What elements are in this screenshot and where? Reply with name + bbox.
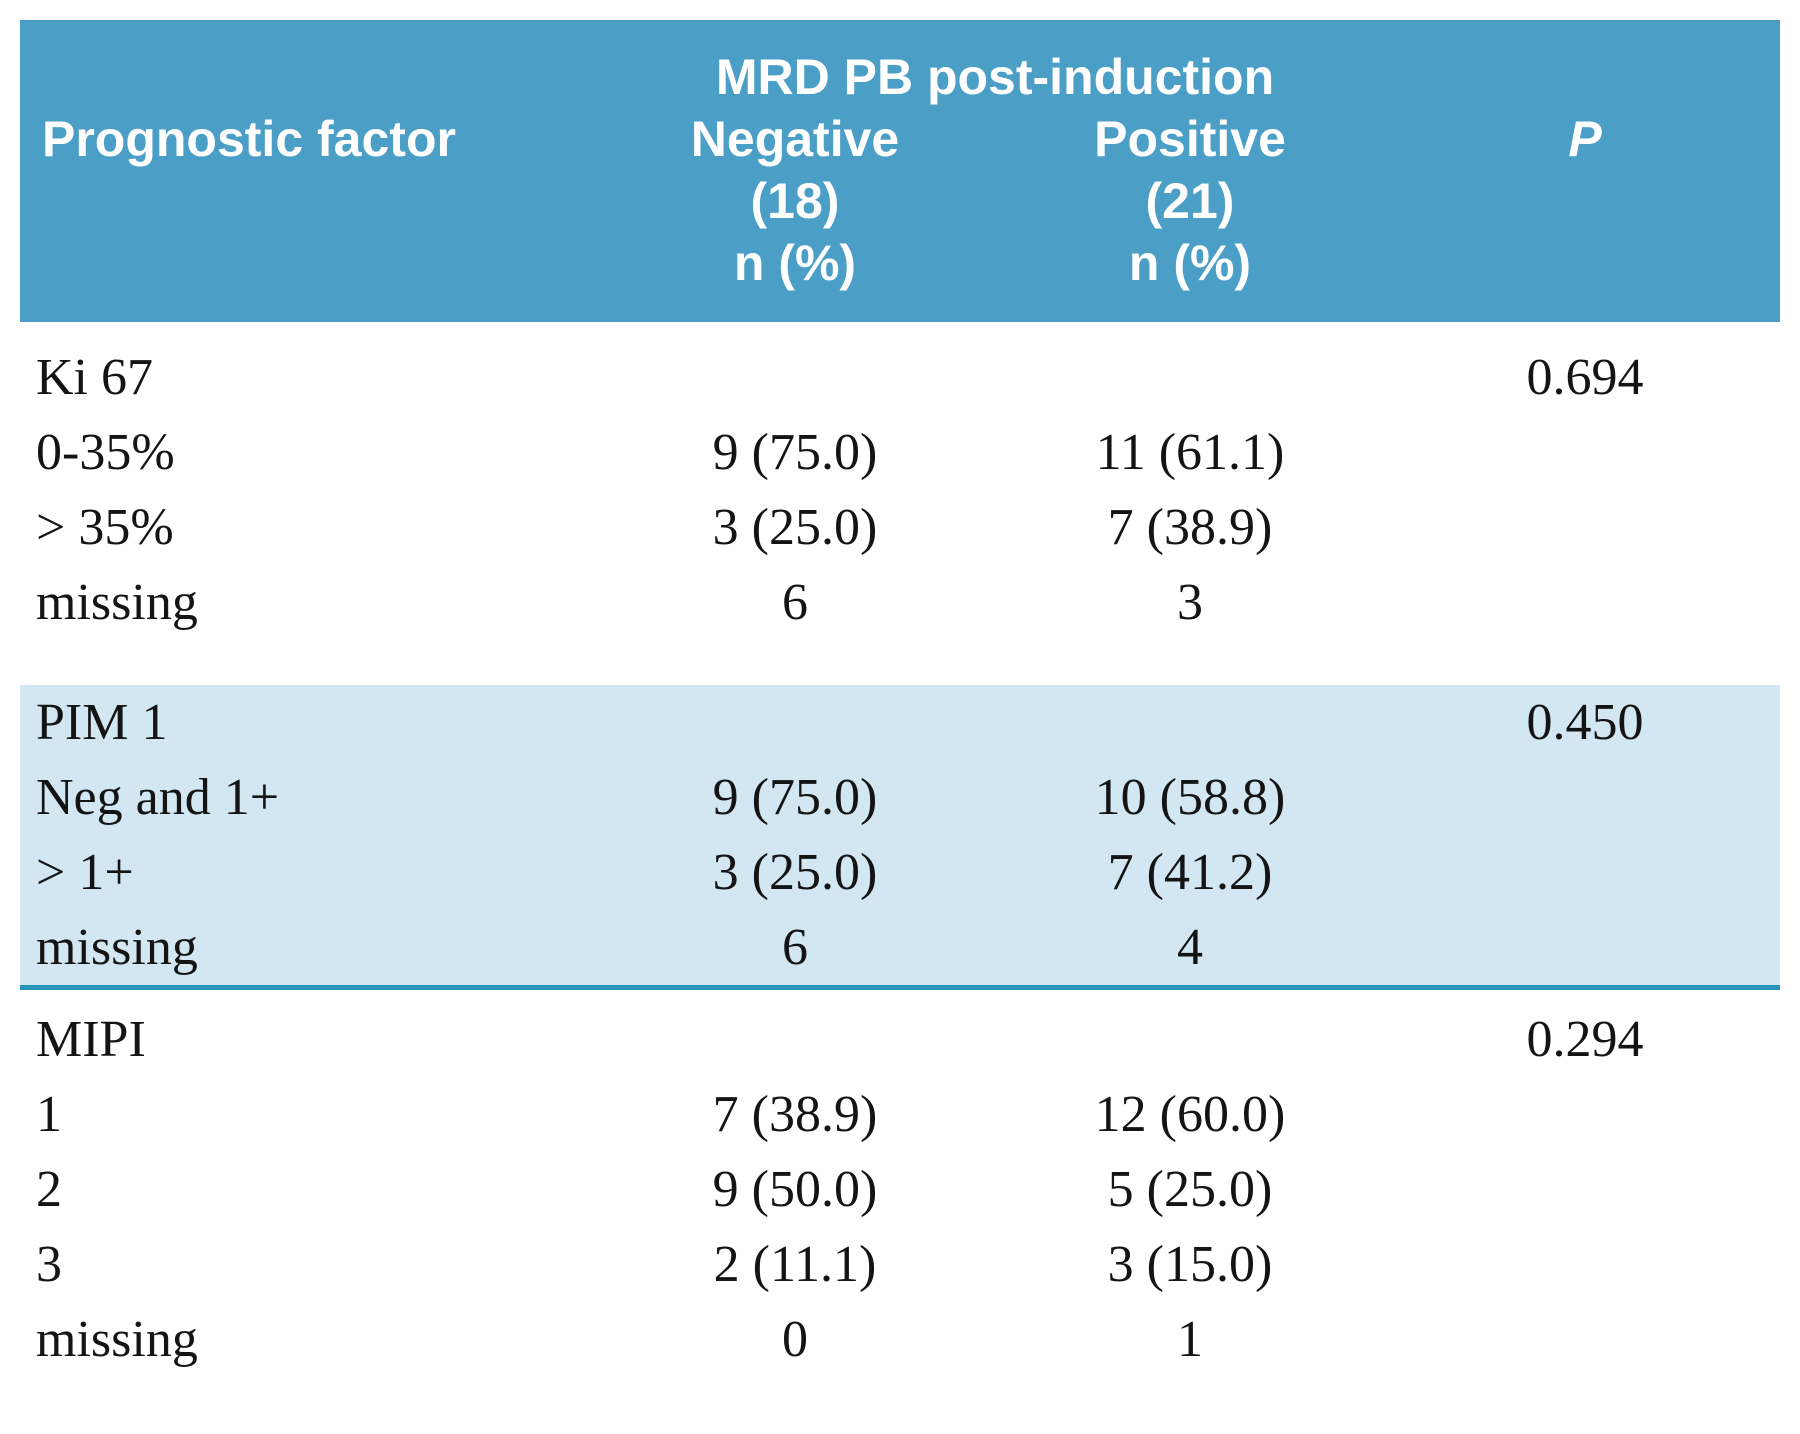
header-positive-label: Positive xyxy=(1094,111,1286,167)
table-row: MIPI 0.294 xyxy=(20,1002,1780,1077)
negative-cell: 9 (75.0) xyxy=(712,769,878,826)
factor-cell: missing xyxy=(36,919,198,976)
negative-cell: 6 xyxy=(782,574,808,631)
factor-cell: missing xyxy=(36,1311,198,1368)
factor-cell: > 1+ xyxy=(36,844,134,901)
factor-cell: missing xyxy=(36,574,198,631)
section-mipi: MIPI 0.294 1 7 (38.9) 12 (60.0) 2 9 (50.… xyxy=(20,990,1780,1405)
positive-cell: 12 (60.0) xyxy=(1094,1086,1286,1143)
header-prognostic-factor: Prognostic factor xyxy=(42,111,456,167)
negative-cell: 9 (75.0) xyxy=(712,424,878,481)
positive-cell: 11 (61.1) xyxy=(1095,424,1285,481)
section-ki67: Ki 67 0.694 0-35% 9 (75.0) 11 (61.1) > 3… xyxy=(20,322,1780,685)
factor-cell: Neg and 1+ xyxy=(36,769,280,826)
positive-cell: 3 xyxy=(1177,574,1203,631)
table-row: 2 9 (50.0) 5 (25.0) xyxy=(20,1152,1780,1227)
table-row: PIM 1 0.450 xyxy=(20,685,1780,760)
table-row: missing 6 4 xyxy=(20,910,1780,985)
factor-cell: Ki 67 xyxy=(36,349,153,406)
negative-cell: 3 (25.0) xyxy=(712,844,878,901)
header-negative-unit: n (%) xyxy=(733,235,857,291)
positive-cell: 4 xyxy=(1177,919,1203,976)
section-pim1: PIM 1 0.450 Neg and 1+ 9 (75.0) 10 (58.8… xyxy=(20,685,1780,985)
factor-cell: > 35% xyxy=(36,499,174,556)
table-row: 0-35% 9 (75.0) 11 (61.1) xyxy=(20,415,1780,490)
factor-cell: 3 xyxy=(36,1236,62,1293)
positive-cell: 7 (41.2) xyxy=(1107,844,1273,901)
prognostic-factors-table: MRD PB post-induction Prognostic factor … xyxy=(20,20,1780,1434)
positive-cell: 3 (15.0) xyxy=(1107,1236,1273,1293)
factor-cell: MIPI xyxy=(36,1011,146,1068)
header-negative-column: Negative (18) n (%) xyxy=(600,108,990,294)
negative-cell: 0 xyxy=(782,1311,808,1368)
table-row: missing 6 3 xyxy=(20,565,1780,640)
p-value-cell: 0.694 xyxy=(1526,349,1644,406)
factor-cell: PIM 1 xyxy=(36,694,168,751)
table-row: > 35% 3 (25.0) 7 (38.9) xyxy=(20,490,1780,565)
negative-cell: 9 (50.0) xyxy=(712,1161,878,1218)
header-positive-count: (21) xyxy=(1145,173,1235,229)
header-span-title: MRD PB post-induction xyxy=(715,49,1275,105)
header-negative-label: Negative xyxy=(690,111,900,167)
positive-cell: 1 xyxy=(1177,1311,1203,1368)
negative-cell: 6 xyxy=(782,919,808,976)
table-row: missing 0 1 xyxy=(20,1302,1780,1377)
positive-cell: 10 (58.8) xyxy=(1094,769,1286,826)
negative-cell: 3 (25.0) xyxy=(712,499,878,556)
header-p-value: P xyxy=(1568,111,1602,167)
table-row: > 1+ 3 (25.0) 7 (41.2) xyxy=(20,835,1780,910)
factor-cell: 2 xyxy=(36,1161,62,1218)
table-header: MRD PB post-induction Prognostic factor … xyxy=(20,20,1780,322)
header-negative-count: (18) xyxy=(750,173,840,229)
table-row: Ki 67 0.694 xyxy=(20,340,1780,415)
negative-cell: 2 (11.1) xyxy=(713,1236,877,1293)
p-value-cell: 0.294 xyxy=(1526,1011,1644,1068)
table-row: 3 2 (11.1) 3 (15.0) xyxy=(20,1227,1780,1302)
table-row: Neg and 1+ 9 (75.0) 10 (58.8) xyxy=(20,760,1780,835)
p-value-cell: 0.450 xyxy=(1526,694,1644,751)
positive-cell: 7 (38.9) xyxy=(1107,499,1273,556)
header-positive-column: Positive (21) n (%) xyxy=(990,108,1390,294)
table-row: 1 7 (38.9) 12 (60.0) xyxy=(20,1077,1780,1152)
factor-cell: 1 xyxy=(36,1086,62,1143)
factor-cell: 0-35% xyxy=(36,424,175,481)
positive-cell: 5 (25.0) xyxy=(1107,1161,1273,1218)
header-positive-unit: n (%) xyxy=(1128,235,1252,291)
negative-cell: 7 (38.9) xyxy=(712,1086,878,1143)
section-divider-rule xyxy=(20,985,1780,990)
